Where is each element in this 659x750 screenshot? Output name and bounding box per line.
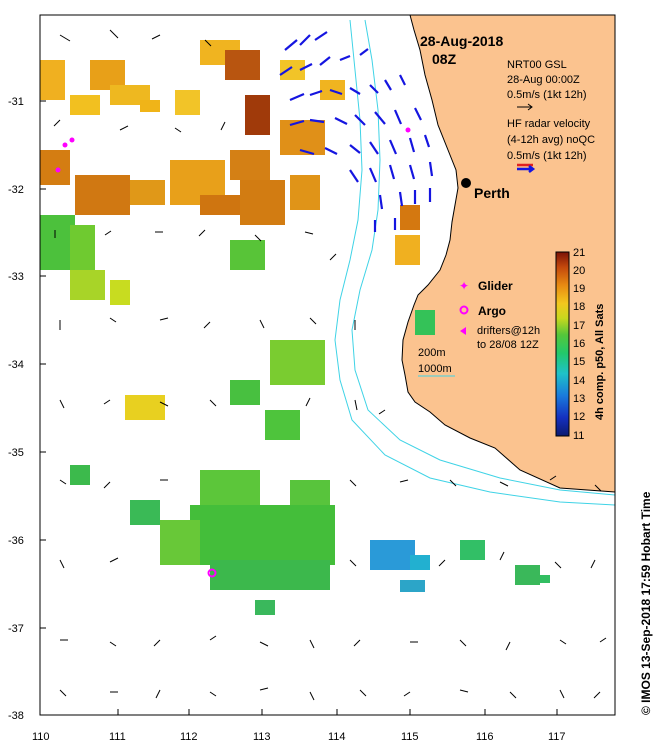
colorbar-tick: 20 <box>573 265 585 277</box>
sst-colorbar: 21 20 19 18 17 16 15 14 13 12 11 4h comp… <box>555 247 606 442</box>
lon-tick-label: 116 <box>476 731 494 743</box>
glider-legend-label: Glider <box>478 279 513 293</box>
colorbar-tick: 11 <box>573 430 584 442</box>
gsl-legend-line3: 0.5m/s (1kt 12h) <box>507 89 586 101</box>
plot-frame <box>39 14 616 716</box>
glider-legend-icon: ✦ <box>459 279 469 293</box>
isobath-legend-200: 200m <box>418 347 446 359</box>
lat-tick-label: -36 <box>8 535 24 547</box>
lon-tick-label: 111 <box>109 731 126 743</box>
argo-legend-label: Argo <box>478 304 506 318</box>
colorbar-tick: 15 <box>573 356 585 368</box>
time-title: 08Z <box>432 51 457 67</box>
date-title: 28-Aug-2018 <box>420 33 503 49</box>
hf-legend-line3: 0.5m/s (1kt 12h) <box>507 150 586 162</box>
perth-label: Perth <box>474 185 510 201</box>
isobath-1000m <box>334 19 615 506</box>
gsl-legend-line1: NRT00 GSL <box>507 59 567 71</box>
hf-legend-line2: (4-12h avg) noQC <box>507 134 595 146</box>
sst-south-patches <box>70 465 550 615</box>
colorbar-tick: 17 <box>573 320 585 332</box>
lat-tick-label: -31 <box>8 96 24 108</box>
lon-tick-label: 110 <box>32 731 50 743</box>
gsl-legend-arrow <box>517 103 533 111</box>
colorbar-tick: 12 <box>573 411 585 423</box>
colorbar-label: 4h comp. p50, All Sats <box>594 304 606 420</box>
lon-tick-label: 114 <box>328 731 346 743</box>
drifter-legend-line1: drifters@12h <box>477 325 540 337</box>
lon-tick-label: 117 <box>548 731 566 743</box>
lon-tick-label: 112 <box>180 731 198 743</box>
lat-tick-label: -37 <box>8 623 24 635</box>
colorbar-tick: 21 <box>573 247 585 259</box>
colorbar-tick: 18 <box>573 301 585 313</box>
lat-axis: -31 -32 -33 -34 -35 -36 -37 -38 <box>8 96 46 722</box>
drifter-legend-icon <box>460 327 466 335</box>
colorbar-tick: 16 <box>573 338 585 350</box>
argo-marker <box>207 568 217 578</box>
lat-tick-label: -34 <box>8 359 24 371</box>
lat-tick-label: -35 <box>8 447 24 459</box>
glider-markers <box>55 127 411 173</box>
isobath-200m <box>351 19 615 496</box>
lon-tick-label: 115 <box>401 731 419 743</box>
colorbar-tick: 13 <box>573 393 585 405</box>
gsl-velocity-arrows <box>53 29 607 701</box>
gsl-legend-line2: 28-Aug 00:00Z <box>507 74 580 86</box>
perth-marker <box>461 178 471 188</box>
sst-warm-patches <box>40 40 420 265</box>
isobath-legend-1000: 1000m <box>418 363 452 375</box>
lat-tick-label: -32 <box>8 184 24 196</box>
colorbar-tick: 19 <box>573 283 585 295</box>
argo-legend-icon <box>459 305 469 315</box>
hf-legend-line1: HF radar velocity <box>507 118 591 130</box>
credit-text: © IMOS 13-Sep-2018 17:59 Hobart Time <box>639 491 653 715</box>
lat-tick-label: -33 <box>8 271 24 283</box>
lat-tick-label: -38 <box>8 710 24 722</box>
colorbar-tick: 14 <box>573 375 585 387</box>
lon-tick-label: 113 <box>253 731 271 743</box>
lon-axis: 110 111 112 113 114 115 116 117 <box>32 709 566 743</box>
sst-mid-patches <box>40 215 435 440</box>
hf-legend-arrow-blue <box>517 165 536 173</box>
drifter-legend-line2: to 28/08 12Z <box>477 339 539 351</box>
hf-radar-arrows <box>279 31 434 232</box>
